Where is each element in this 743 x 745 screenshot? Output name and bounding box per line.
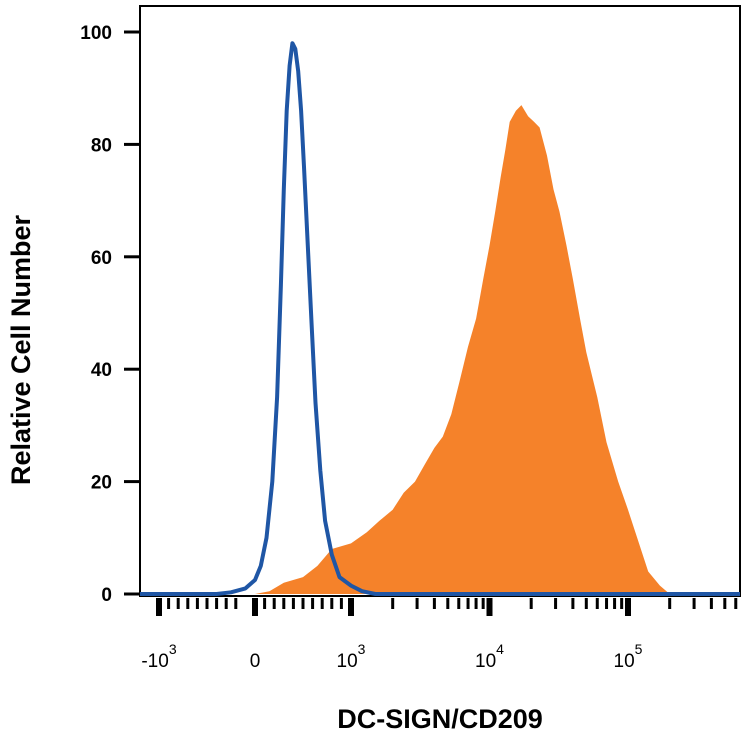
x-minor-tick [415, 598, 419, 609]
x-minor-tick [446, 598, 450, 609]
x-major-tick [156, 598, 162, 616]
x-major-tick [348, 598, 354, 616]
x-minor-tick [330, 598, 334, 609]
x-minor-tick [620, 598, 624, 609]
x-axis-title: DC-SIGN/CD209 [337, 704, 543, 734]
plot-area [139, 5, 741, 597]
x-tick-label: 104 [475, 641, 504, 672]
x-minor-tick [282, 598, 286, 609]
x-minor-tick [668, 598, 672, 609]
y-tick-label: 20 [91, 473, 112, 494]
x-minor-tick [613, 598, 617, 609]
x-tick-label: 105 [614, 641, 643, 672]
outline-histogram-series [140, 41, 740, 596]
x-minor-tick [176, 598, 180, 609]
x-minor-tick [167, 598, 171, 609]
x-minor-tick [432, 598, 436, 609]
x-minor-tick [311, 598, 315, 609]
x-tick-label: -103 [141, 641, 176, 672]
x-minor-tick [291, 598, 295, 609]
x-minor-tick [474, 598, 478, 609]
x-minor-tick [320, 598, 324, 609]
x-minor-tick [457, 598, 461, 609]
y-tick-label: 80 [91, 135, 112, 156]
x-minor-tick [723, 598, 727, 609]
x-minor-tick [529, 598, 533, 609]
y-tick-label: 40 [91, 360, 112, 381]
x-minor-tick [272, 598, 276, 609]
x-major-tick [625, 598, 631, 616]
y-axis: 0 20 40 60 80 100 [80, 23, 140, 606]
x-minor-tick [391, 598, 395, 609]
x-major-tick [486, 598, 493, 616]
x-major-tick [252, 598, 258, 616]
filled-histogram-series [255, 105, 670, 594]
x-minor-tick [466, 598, 470, 609]
x-minor-tick [571, 598, 575, 609]
x-axis: -103 0 103 104 105 [141, 598, 738, 672]
x-minor-tick [224, 598, 228, 609]
x-minor-tick [709, 598, 713, 609]
y-tick-label: 0 [101, 585, 112, 606]
x-minor-tick [195, 598, 199, 609]
x-minor-tick [692, 598, 696, 609]
x-minor-tick [205, 598, 209, 609]
x-minor-tick [605, 598, 609, 609]
x-minor-tick [584, 598, 588, 609]
y-tick-label: 60 [91, 248, 112, 269]
x-minor-tick [481, 598, 485, 609]
x-tick-label: 0 [250, 651, 261, 672]
x-minor-tick [186, 598, 190, 609]
x-minor-tick [734, 598, 738, 609]
x-minor-tick [554, 598, 558, 609]
x-minor-tick [234, 598, 238, 609]
x-minor-tick [595, 598, 599, 609]
x-minor-tick [339, 598, 343, 609]
y-axis-title: Relative Cell Number [6, 214, 36, 485]
y-tick-label: 100 [80, 23, 112, 44]
x-minor-tick [263, 598, 267, 609]
x-tick-label: 103 [337, 641, 366, 672]
x-minor-tick [301, 598, 305, 609]
x-minor-tick [215, 598, 219, 609]
